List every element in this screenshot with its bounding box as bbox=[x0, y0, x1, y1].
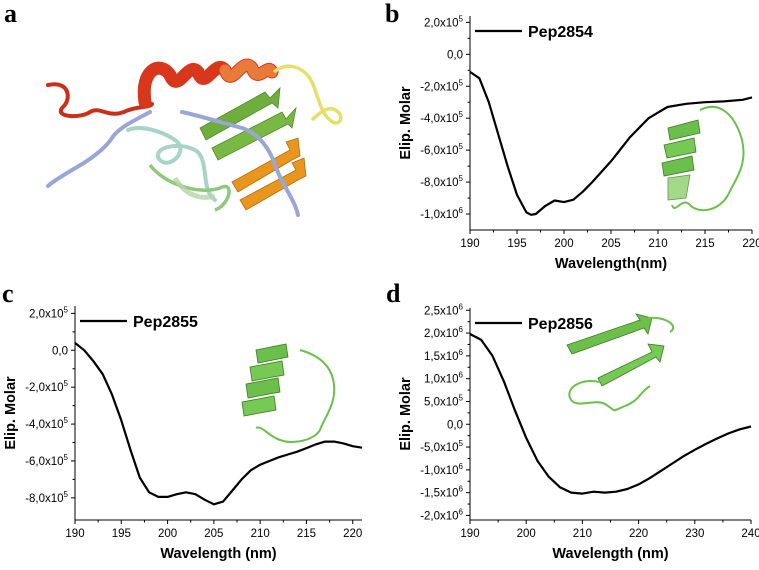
panel-d-series-line bbox=[469, 333, 752, 495]
panel-c-x-axis-title: Wavelength (nm) bbox=[160, 546, 276, 562]
panel-c-y-tick-label: -4,0x105 bbox=[25, 416, 68, 431]
panel-c-x-tick-label: 205 bbox=[204, 528, 223, 540]
panel-d-x-axis-title: Wavelength (nm) bbox=[552, 546, 668, 562]
panel-b-x-tick-label: 200 bbox=[554, 238, 573, 250]
chart-panel-c: 190 195 200 205 210 215 220 2,0x105 0,0 -2,0x105 -… bbox=[3, 305, 362, 562]
panel-d-y-tick-label: -1,0x106 bbox=[420, 462, 463, 477]
panel-d-y-tick-label: 2,0x106 bbox=[424, 325, 464, 340]
panel-c-y-tick-label: -6,0x105 bbox=[25, 453, 68, 468]
panel-b-y-tick-label: -1,0x106 bbox=[420, 206, 463, 221]
panel-b-y-tick-label: -6,0x105 bbox=[420, 142, 463, 157]
panel-d-x-tick-label: 220 bbox=[629, 528, 648, 540]
panel-b-x-tick-label: 190 bbox=[460, 238, 479, 250]
panel-d-x-tick-label: 230 bbox=[685, 528, 704, 540]
panel-c-x-tick-label: 220 bbox=[343, 528, 362, 540]
panel-d-y-tick-label: -5,0x105 bbox=[420, 439, 463, 454]
panel-b-y-tick-label: -4,0x105 bbox=[420, 110, 463, 125]
panel-c-y-tick-label: 2,0x105 bbox=[29, 305, 69, 320]
protein-ribbon-structure bbox=[46, 58, 343, 217]
panel-b-y-tick-label: 2,0x105 bbox=[424, 14, 464, 29]
panel-d-y-tick-label: 1,5x106 bbox=[424, 348, 464, 363]
panel-c-series-line bbox=[74, 342, 363, 506]
panel-b-y-axis-title: Elip. Molar bbox=[398, 86, 414, 160]
panel-c-y-tick-label: -2,0x105 bbox=[25, 379, 68, 394]
panel-b-x-axis-title: Wavelength(nm) bbox=[555, 256, 667, 272]
panel-c-x-tick-label: 210 bbox=[251, 528, 270, 540]
panel-c-legend-label: Pep2855 bbox=[133, 314, 198, 331]
panel-d-y-tick-label: -1,5x106 bbox=[420, 485, 463, 500]
panel-b-legend-label: Pep2854 bbox=[528, 24, 593, 41]
panel-label-c: c bbox=[2, 279, 14, 308]
peptide-model-pep2854 bbox=[661, 105, 745, 212]
panel-label-a: a bbox=[4, 0, 17, 28]
panel-d-x-tick-label: 200 bbox=[517, 528, 536, 540]
panel-c-x-tick-label: 200 bbox=[158, 528, 177, 540]
panel-c-x-tick-label: 195 bbox=[112, 528, 131, 540]
panel-c-y-axis-title: Elip. Molar bbox=[3, 376, 19, 450]
panel-b-x-tick-label: 205 bbox=[601, 238, 620, 250]
panel-c-y-tick-label: -8,0x105 bbox=[25, 490, 68, 505]
peptide-model-pep2855 bbox=[241, 343, 336, 443]
panel-d-y-tick-label: 5,0x105 bbox=[424, 393, 464, 408]
panel-c-x-tick-label: 215 bbox=[297, 528, 316, 540]
panel-c-x-tick-label: 190 bbox=[65, 528, 84, 540]
panel-c-y-tick-label: 0,0 bbox=[52, 345, 68, 357]
panel-b-x-tick-label: 210 bbox=[648, 238, 667, 250]
panel-d-y-axis-title: Elip. Molar bbox=[398, 377, 414, 451]
peptide-model-pep2856 bbox=[566, 313, 675, 412]
panel-b-series-line bbox=[469, 70, 753, 216]
panel-d-y-tick-label: -2,0x106 bbox=[420, 507, 463, 522]
panel-d-x-tick-label: 240 bbox=[741, 528, 759, 540]
panel-label-b: b bbox=[385, 0, 399, 28]
panel-d-y-tick-label: 0,0 bbox=[447, 419, 463, 431]
panel-b-y-tick-label: -8,0x105 bbox=[420, 174, 463, 189]
panel-d-y-tick-label: 2,5x106 bbox=[424, 302, 464, 317]
panel-b-y-tick-label: -2,0x105 bbox=[420, 78, 463, 93]
panel-d-legend-label: Pep2856 bbox=[528, 316, 593, 333]
chart-panel-d: 190 200 210 220 230 240 2,5x106 2,0x106 1,5x106 1… bbox=[398, 302, 759, 562]
chart-panel-b: 190 195 200 205 210 215 220 2,0x105 0,0 -2,0x105 -… bbox=[398, 14, 759, 272]
panel-b-y-tick-label: 0,0 bbox=[447, 49, 463, 61]
panel-b-x-tick-label: 195 bbox=[507, 238, 526, 250]
panel-b-x-tick-label: 215 bbox=[695, 238, 714, 250]
panel-d-x-tick-label: 210 bbox=[573, 528, 592, 540]
panel-d-y-tick-label: 1,0x106 bbox=[424, 371, 464, 386]
panel-label-d: d bbox=[386, 279, 401, 308]
panel-d-x-tick-label: 190 bbox=[460, 528, 479, 540]
panel-b-x-tick-label: 220 bbox=[742, 238, 759, 250]
